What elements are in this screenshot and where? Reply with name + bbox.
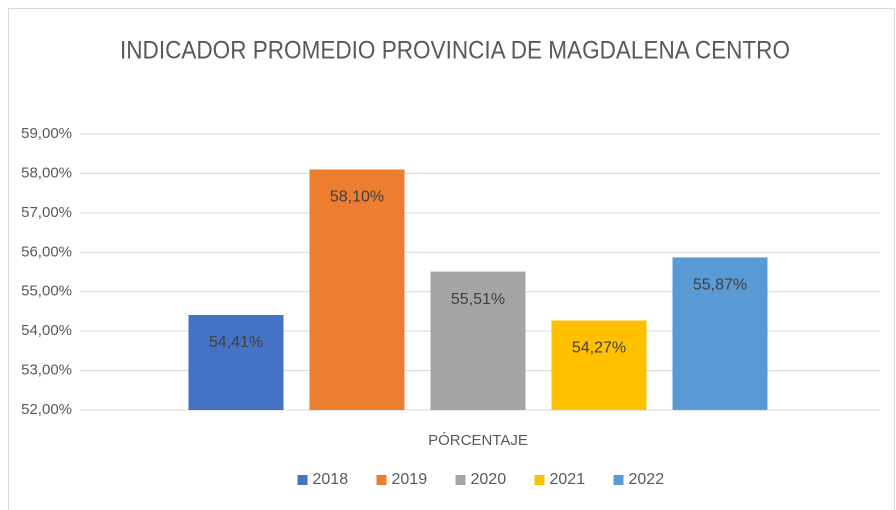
legend-swatch	[534, 475, 545, 485]
legend-swatch	[613, 475, 624, 485]
bar	[188, 314, 284, 410]
y-tick-label: 53,00%	[21, 362, 72, 379]
bar	[672, 257, 768, 410]
bar	[551, 320, 647, 410]
legend-label: 2021	[550, 471, 586, 488]
data-label: 54,41%	[209, 334, 263, 351]
legend-label: 2022	[629, 471, 665, 488]
legend-swatch	[297, 475, 308, 485]
data-label: 55,51%	[451, 291, 505, 308]
bar	[309, 169, 405, 410]
y-tick-label: 59,00%	[21, 125, 72, 142]
data-label: 55,87%	[693, 277, 747, 294]
y-tick-label: 58,00%	[21, 164, 72, 181]
x-tick-label: PÓRCENTAJE	[428, 432, 528, 449]
y-tick-label: 52,00%	[21, 401, 72, 418]
y-tick-label: 57,00%	[21, 204, 72, 221]
bar	[430, 271, 526, 410]
legend-label: 2019	[392, 471, 428, 488]
data-label: 54,27%	[572, 340, 626, 357]
y-tick-label: 55,00%	[21, 283, 72, 300]
y-tick-label: 56,00%	[21, 243, 72, 260]
legend-label: 2018	[313, 471, 349, 488]
legend-swatch	[376, 475, 387, 485]
chart-title: INDICADOR PROMEDIO PROVINCIA DE MAGDALEN…	[120, 37, 790, 65]
legend-swatch	[455, 475, 466, 485]
data-label: 58,10%	[330, 189, 384, 206]
legend-label: 2020	[471, 471, 507, 488]
y-tick-label: 54,00%	[21, 322, 72, 339]
